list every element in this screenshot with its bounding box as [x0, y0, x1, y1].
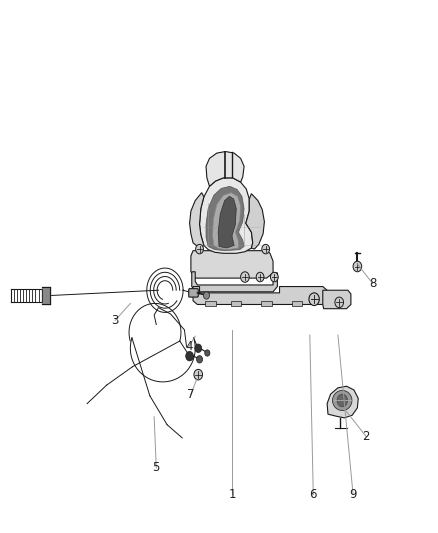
FancyBboxPatch shape: [292, 301, 302, 306]
FancyBboxPatch shape: [205, 301, 215, 306]
Polygon shape: [246, 193, 265, 249]
Circle shape: [240, 272, 249, 282]
Circle shape: [256, 272, 264, 282]
Polygon shape: [191, 251, 273, 278]
Ellipse shape: [332, 391, 352, 410]
Text: 5: 5: [152, 462, 160, 474]
Circle shape: [195, 344, 202, 352]
Polygon shape: [218, 196, 236, 248]
Text: 3: 3: [112, 314, 119, 327]
Circle shape: [196, 244, 203, 254]
FancyBboxPatch shape: [189, 289, 198, 297]
Polygon shape: [193, 287, 327, 304]
Polygon shape: [200, 178, 253, 253]
Polygon shape: [212, 192, 240, 249]
Polygon shape: [327, 386, 358, 418]
Circle shape: [270, 272, 278, 282]
Circle shape: [194, 369, 202, 380]
Circle shape: [203, 292, 209, 299]
Polygon shape: [206, 151, 244, 187]
Circle shape: [309, 293, 319, 305]
Text: 6: 6: [310, 488, 317, 501]
Polygon shape: [192, 272, 277, 292]
Polygon shape: [206, 187, 244, 251]
Circle shape: [335, 297, 343, 308]
FancyBboxPatch shape: [231, 301, 241, 306]
Circle shape: [337, 394, 347, 407]
Polygon shape: [323, 290, 351, 309]
Text: 8: 8: [369, 277, 376, 290]
Text: 9: 9: [350, 488, 357, 501]
Circle shape: [205, 350, 210, 356]
Circle shape: [262, 244, 270, 254]
Circle shape: [186, 351, 194, 361]
FancyBboxPatch shape: [261, 301, 272, 306]
Text: 1: 1: [228, 488, 236, 501]
Text: 4: 4: [185, 340, 192, 353]
Polygon shape: [190, 192, 204, 248]
Circle shape: [197, 356, 202, 363]
Circle shape: [353, 261, 362, 272]
Text: 7: 7: [187, 387, 194, 401]
Text: 2: 2: [362, 430, 370, 443]
